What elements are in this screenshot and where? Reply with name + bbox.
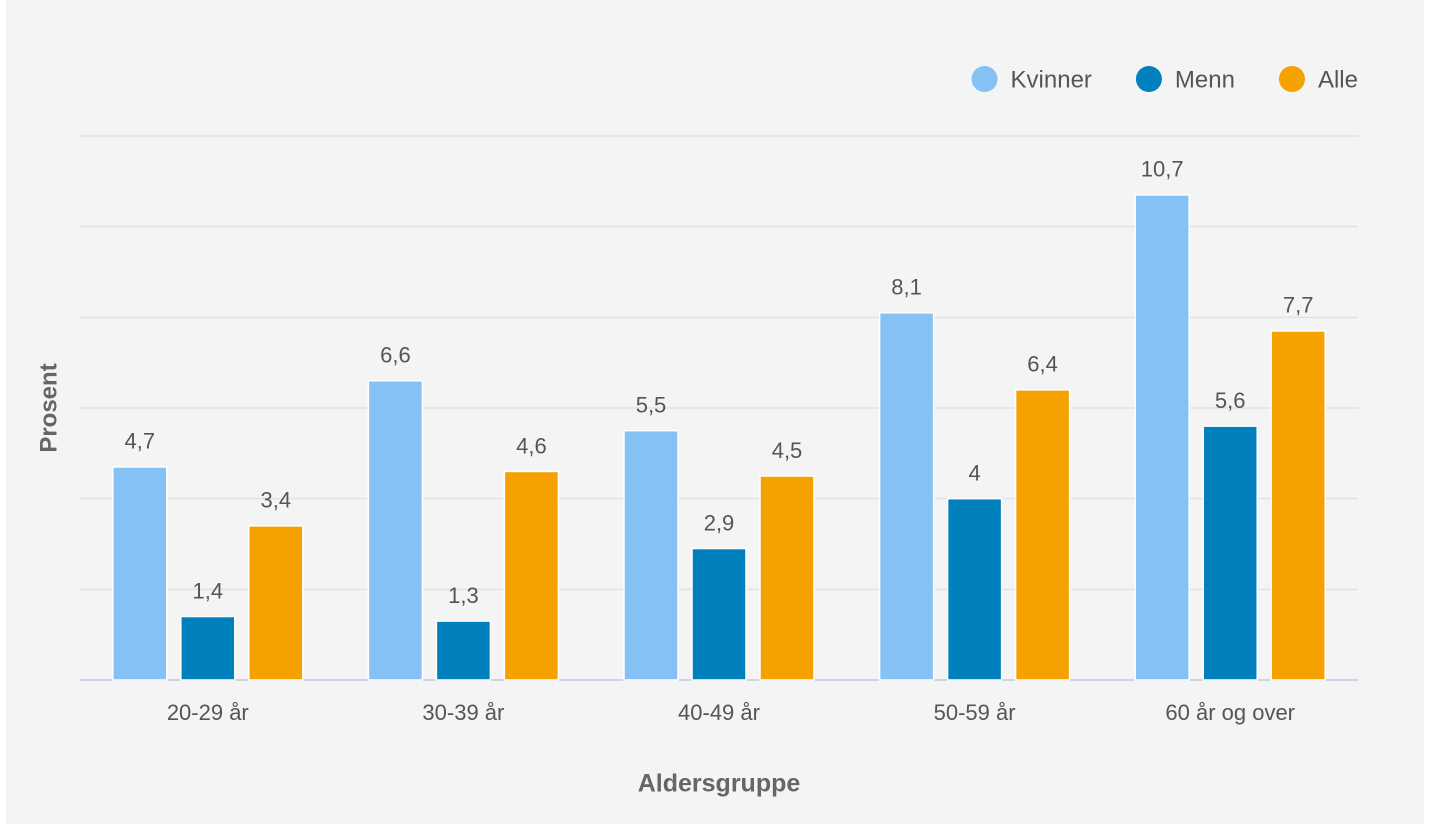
x-axis-label: Aldersgruppe	[638, 770, 801, 798]
legend-swatch	[1135, 66, 1162, 92]
bar	[503, 470, 560, 681]
data-label: 5,5	[636, 392, 667, 417]
bar	[248, 525, 304, 681]
legend-swatch	[971, 66, 998, 92]
data-label: 6,6	[380, 343, 411, 368]
x-tick-label: 30-39 år	[422, 700, 504, 725]
data-label: 4,7	[125, 429, 156, 454]
bar	[112, 466, 168, 681]
bar	[1270, 330, 1326, 681]
bar	[435, 620, 492, 681]
data-label: 6,4	[1027, 352, 1058, 377]
bar	[878, 312, 935, 681]
data-label: 10,7	[1141, 157, 1184, 182]
legend-swatch	[1278, 66, 1305, 92]
bar	[1134, 194, 1190, 681]
data-label: 4	[968, 460, 980, 485]
bar	[1014, 389, 1071, 681]
data-label: 4,6	[516, 433, 547, 458]
x-tick-label: 50-59 år	[934, 700, 1016, 725]
data-label: 1,4	[193, 578, 224, 603]
bar	[759, 475, 815, 681]
legend-label: Alle	[1318, 66, 1358, 93]
legend-label: Menn	[1175, 66, 1235, 93]
x-tick-label: 60 år og over	[1165, 700, 1295, 725]
y-axis-label: Prosent	[35, 363, 62, 452]
data-label: 1,3	[448, 583, 479, 608]
data-label: 2,9	[704, 510, 735, 535]
bar	[691, 547, 747, 681]
bar	[623, 429, 679, 681]
bar	[1202, 425, 1258, 681]
data-label: 4,5	[772, 438, 803, 463]
x-tick-label: 40-49 år	[678, 700, 760, 725]
data-label: 3,4	[261, 488, 292, 513]
data-label: 5,6	[1215, 388, 1246, 413]
bar	[180, 615, 236, 681]
x-tick-label: 20-29 år	[167, 700, 249, 725]
legend-label: Kvinner	[1011, 66, 1092, 93]
data-label: 7,7	[1283, 293, 1314, 318]
data-label: 8,1	[891, 275, 922, 300]
bar	[367, 380, 424, 681]
bar	[946, 497, 1003, 681]
